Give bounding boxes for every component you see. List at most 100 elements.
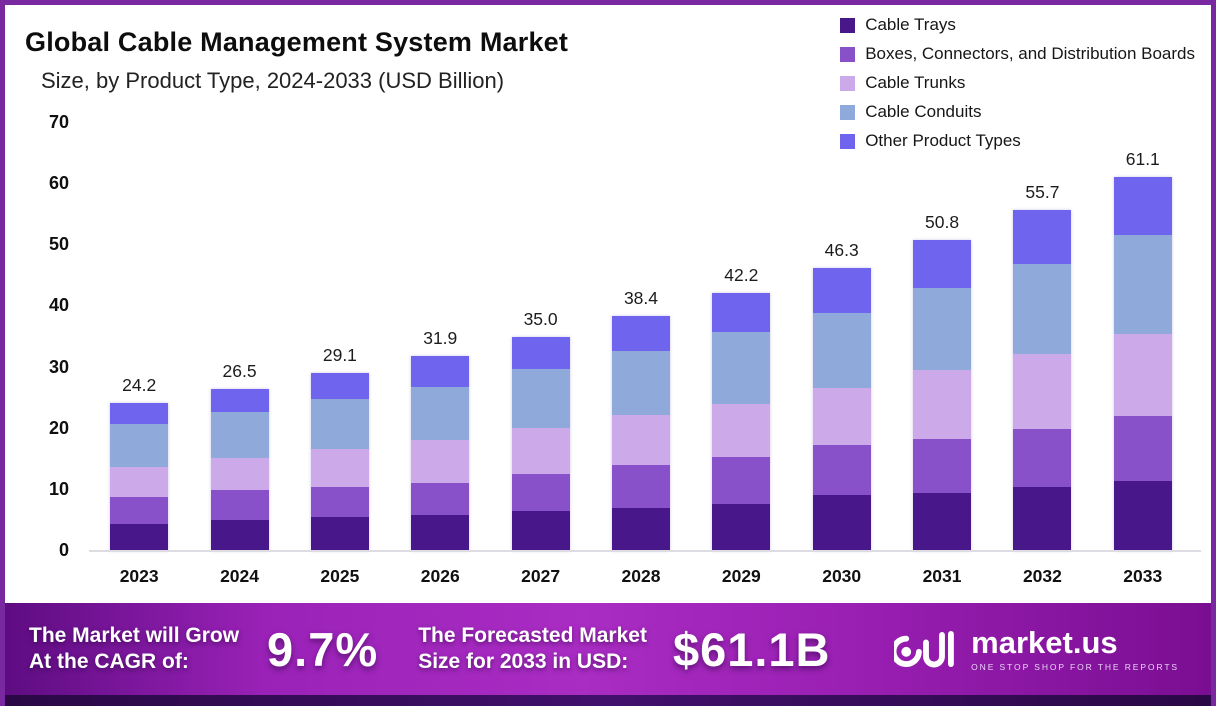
forecast-value: $61.1B — [672, 622, 831, 676]
bar-segment — [411, 355, 470, 388]
y-axis: 0 10 20 30 40 50 60 70 — [5, 112, 83, 560]
bar-segment — [611, 508, 670, 551]
legend-item-1: Cable Trays — [840, 15, 1195, 35]
y-axis-tick-70: 70 — [48, 112, 69, 132]
bar-segment — [812, 494, 871, 551]
bar-segment — [712, 332, 771, 405]
x-axis-label-2031: 2031 — [922, 566, 962, 586]
bar-stack-2025 — [310, 373, 369, 551]
forecast-label: The Forecasted Market Size for 2033 in U… — [418, 623, 647, 675]
bar-segment — [310, 373, 369, 399]
cagr-label: The Market will Grow At the CAGR of: — [29, 623, 239, 675]
y-axis-tick-60: 60 — [48, 173, 69, 194]
bar-segment — [411, 514, 470, 551]
bar-segment — [712, 456, 771, 504]
footer-banner: The Market will Grow At the CAGR of: 9.7… — [5, 603, 1211, 695]
bar-segment — [1013, 263, 1072, 354]
legend-swatch-icon — [840, 46, 856, 62]
legend-swatch-icon — [840, 17, 856, 33]
bar-segment — [511, 428, 570, 474]
x-axis-label-2032: 2032 — [1022, 566, 1062, 586]
x-axis-label-2027: 2027 — [521, 566, 561, 586]
x-axis-labels: 2023 2024 2025 2026 2027 2028 2029 2030 2031 2032… — [89, 551, 1193, 603]
chart-area: 0 10 20 30 40 50 60 70 24.2 26.5 29.1 31.9 35.0 38.4… — [5, 112, 1211, 560]
bar-segment — [611, 316, 670, 351]
bar-stack-2033 — [1113, 177, 1172, 551]
bar-segment — [110, 403, 169, 425]
bar-group-2027: 35.0 — [511, 308, 570, 551]
bar-segment — [1013, 486, 1072, 551]
bar-segment — [310, 487, 369, 518]
x-axis-label-2029: 2029 — [721, 566, 761, 586]
bar-group-2026: 31.9 — [411, 327, 470, 551]
bar-segment — [110, 466, 169, 497]
bar-segment — [110, 496, 169, 525]
bar-value-label: 35.0 — [523, 308, 558, 329]
bar-segment — [712, 503, 771, 551]
legend-item-3: Cable Trunks — [840, 73, 1195, 93]
market-us-logo-mark-icon — [894, 631, 955, 668]
forecast-label-line1: The Forecasted Market — [418, 623, 647, 647]
cagr-value: 9.7% — [267, 622, 379, 676]
bar-segment — [411, 387, 470, 440]
market-us-logo: market.us ONE STOP SHOP FOR THE REPORTS — [894, 622, 1187, 676]
bar-group-2024: 26.5 — [210, 361, 269, 551]
bar-segment — [812, 445, 871, 495]
bar-segment — [1113, 177, 1172, 235]
bar-segment — [1113, 334, 1172, 416]
plot-area: 24.2 26.5 29.1 31.9 35.0 38.4 42.2 46.3 50.8 55.7… — [89, 123, 1193, 551]
chart-subtitle: Size, by Product Type, 2024-2033 (USD Bi… — [41, 68, 505, 93]
bar-segment — [110, 424, 169, 467]
bar-segment — [1113, 234, 1172, 335]
bar-value-label: 46.3 — [824, 239, 859, 260]
bar-group-2028: 38.4 — [611, 288, 670, 551]
legend-swatch-icon — [840, 75, 856, 91]
bar-stack-2031 — [913, 240, 972, 551]
chart-header: Global Cable Management System Market Si… — [5, 5, 1211, 123]
bar-segment — [411, 483, 470, 515]
bar-segment — [812, 313, 871, 388]
y-axis-tick-50: 50 — [48, 234, 69, 255]
bar-segment — [1013, 210, 1072, 264]
bar-value-label: 55.7 — [1025, 182, 1060, 203]
market-us-logo-text: market.us ONE STOP SHOP FOR THE REPORTS — [971, 627, 1179, 672]
legend-swatch-icon — [840, 104, 856, 120]
legend-item-label: Cable Trunks — [865, 73, 966, 92]
bar-segment — [913, 439, 972, 493]
bottom-accent-strip — [5, 695, 1211, 706]
forecast-label-line2: Size for 2033 in USD: — [418, 650, 629, 673]
chart-title: Global Cable Management System Market — [25, 27, 569, 57]
bar-segment — [611, 350, 670, 416]
brand-name: market.us — [971, 624, 1118, 660]
x-axis-label-2023: 2023 — [119, 566, 159, 586]
y-axis-tick-30: 30 — [48, 356, 69, 377]
bar-segment — [210, 388, 269, 412]
bar-stack-2024 — [210, 388, 269, 551]
bar-value-label: 38.4 — [623, 288, 658, 309]
bar-segment — [411, 439, 470, 484]
bar-segment — [110, 524, 169, 551]
x-axis-label-2025: 2025 — [320, 566, 360, 586]
bar-stack-2026 — [411, 355, 470, 551]
bar-segment — [812, 387, 871, 446]
x-axis-label-2033: 2033 — [1123, 566, 1163, 586]
legend-item-label: Boxes, Connectors, and Distribution Boar… — [865, 44, 1195, 63]
bar-segment — [712, 404, 771, 457]
bar-stack-2023 — [110, 403, 169, 551]
legend-item-4: Cable Conduits — [840, 102, 1195, 122]
bar-segment — [913, 370, 972, 440]
legend-item-2: Boxes, Connectors, and Distribution Boar… — [840, 44, 1195, 64]
bar-segment — [611, 415, 670, 466]
bar-segment — [1113, 415, 1172, 481]
bar-group-2032: 55.7 — [1013, 182, 1072, 551]
cagr-label-line1: The Market will Grow — [29, 623, 240, 647]
x-axis-label-2028: 2028 — [621, 566, 661, 586]
bar-value-label: 31.9 — [423, 327, 458, 348]
bar-segment — [611, 465, 670, 509]
bar-group-2031: 50.8 — [913, 212, 972, 551]
bar-segment — [511, 510, 570, 551]
bar-segment — [511, 336, 570, 370]
bar-segment — [812, 267, 871, 314]
x-axis-label-2024: 2024 — [220, 566, 259, 586]
